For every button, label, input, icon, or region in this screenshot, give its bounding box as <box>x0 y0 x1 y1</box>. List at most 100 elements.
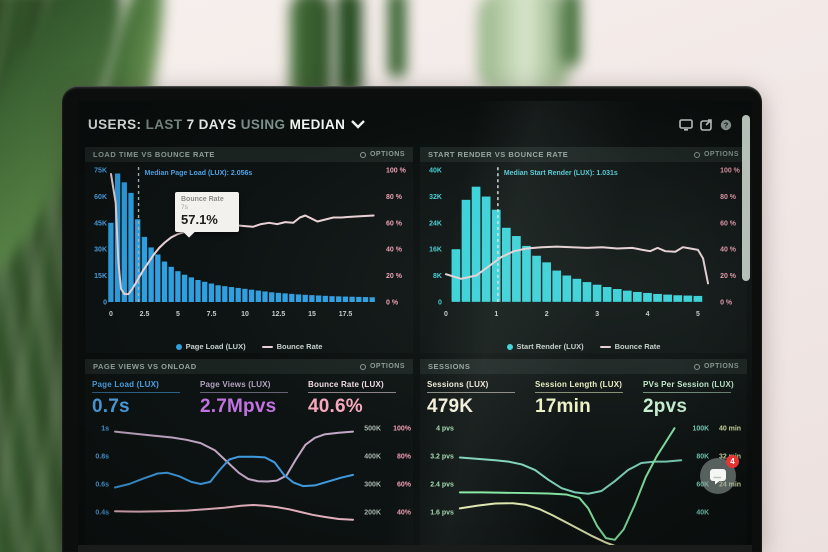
panel-title: SESSIONS <box>428 362 471 371</box>
options-button[interactable]: OPTIONS <box>359 363 405 370</box>
metric-session-length: Session Length (LUX) 17min <box>535 380 623 417</box>
svg-text:75K: 75K <box>94 168 107 175</box>
svg-text:40 %: 40 % <box>386 247 403 254</box>
svg-text:16K: 16K <box>429 247 442 254</box>
page-views-chart[interactable]: 1s 500K 100% 0.8s 400K 80% 0.6s 300K 60% 0.4s 200K… <box>85 416 413 545</box>
panel-load-time: LOAD TIME VS BOUNCE RATE OPTIONS 75K 100 … <box>85 147 413 353</box>
svg-text:17.5: 17.5 <box>339 311 353 318</box>
share-icon[interactable] <box>700 119 713 131</box>
svg-text:3.2 pvs: 3.2 pvs <box>430 454 454 461</box>
svg-text:30K: 30K <box>94 247 107 254</box>
chat-button[interactable]: 4 <box>700 455 739 494</box>
svg-text:2.5: 2.5 <box>140 311 150 318</box>
legend-line-icon <box>261 345 273 348</box>
laptop-bottom-edge <box>78 545 752 552</box>
tooltip: Bounce Rate 7s 57.1% <box>175 192 239 232</box>
svg-text:60%: 60% <box>397 482 412 489</box>
header-median: MEDIAN <box>289 117 346 132</box>
start-render-chart[interactable]: 40K 100 % 32K 80 % 24K 60 % 16K 40 % 8K 20 % 0 0 % M… <box>420 162 747 331</box>
svg-text:0.6s: 0.6s <box>95 482 109 489</box>
svg-text:40%: 40% <box>397 510 412 517</box>
plant-leaf <box>388 0 406 78</box>
svg-text:15: 15 <box>308 311 316 318</box>
svg-text:0 %: 0 % <box>720 299 733 306</box>
panel-title: START RENDER VS BOUNCE RATE <box>428 150 569 159</box>
svg-text:300K: 300K <box>364 482 381 489</box>
options-button[interactable]: OPTIONS <box>693 151 739 158</box>
svg-text:100%: 100% <box>393 426 412 433</box>
svg-text:500K: 500K <box>364 426 381 433</box>
svg-text:4: 4 <box>646 311 650 318</box>
svg-text:15K: 15K <box>94 273 107 280</box>
svg-text:2: 2 <box>545 311 549 318</box>
plant-leaf <box>336 0 362 98</box>
laptop-bezel: USERS: LAST 7 DAYS USING MEDIAN <box>62 86 762 552</box>
svg-text:200K: 200K <box>364 510 381 517</box>
svg-text:40K: 40K <box>429 168 442 175</box>
header-users: USERS: <box>88 117 142 132</box>
svg-text:10: 10 <box>241 311 249 318</box>
options-button[interactable]: OPTIONS <box>359 151 405 158</box>
gear-icon <box>359 151 366 158</box>
gear-icon <box>693 151 700 158</box>
svg-text:100 %: 100 % <box>720 168 741 175</box>
svg-text:0.8s: 0.8s <box>95 454 109 461</box>
chat-icon <box>710 468 726 484</box>
svg-text:5: 5 <box>696 311 700 318</box>
svg-text:4 pvs: 4 pvs <box>436 426 454 433</box>
svg-text:400K: 400K <box>364 454 381 461</box>
panel-title: LOAD TIME VS BOUNCE RATE <box>93 150 215 159</box>
options-button[interactable]: OPTIONS <box>693 363 739 370</box>
display-icon[interactable] <box>679 119 693 131</box>
svg-text:60K: 60K <box>94 194 107 201</box>
panel-sessions: SESSIONS OPTIONS Sessions (LUX) 479K <box>420 359 747 545</box>
gear-icon <box>359 363 366 370</box>
svg-text:40 %: 40 % <box>720 247 737 254</box>
header-last: LAST <box>145 117 183 132</box>
svg-text:0: 0 <box>103 300 107 307</box>
svg-text:80K: 80K <box>696 454 709 461</box>
svg-text:0 %: 0 % <box>386 300 399 307</box>
svg-text:20 %: 20 % <box>720 273 737 280</box>
metric-pvs-per-session: PVs Per Session (LUX) 2pvs <box>643 380 734 417</box>
svg-text:24K: 24K <box>429 220 442 227</box>
svg-text:80 %: 80 % <box>720 194 737 201</box>
load-time-chart[interactable]: 75K 100 % 60K 80 % 45K 60 % 30K 40 % 15K 20 % 0 0 %… <box>85 162 413 331</box>
header-using: USING <box>240 117 286 132</box>
legend: Page Load (LUX) Bounce Rate <box>85 342 413 351</box>
chevron-down-icon[interactable] <box>351 120 366 129</box>
metric-bounce-rate: Bounce Rate (LUX) 40.6% <box>308 380 408 418</box>
metric-page-load: Page Load (LUX) 0.7s <box>92 380 192 418</box>
svg-text:60 %: 60 % <box>720 220 737 227</box>
metric-page-views: Page Views (LUX) 2.7Mpvs <box>200 380 300 418</box>
svg-text:0.4s: 0.4s <box>95 510 109 517</box>
svg-text:80%: 80% <box>397 454 412 461</box>
gear-icon <box>693 363 700 370</box>
svg-text:0: 0 <box>438 299 442 306</box>
svg-text:8K: 8K <box>433 273 442 280</box>
svg-text:60 %: 60 % <box>386 220 403 227</box>
svg-text:Median Page Load (LUX): 2.056s: Median Page Load (LUX): 2.056s <box>145 170 253 177</box>
panel-page-views: PAGE VIEWS VS ONLOAD OPTIONS Page Load (… <box>85 359 413 545</box>
users-range-dropdown[interactable]: USERS: LAST 7 DAYS USING MEDIAN <box>88 117 366 132</box>
dashboard-screen: USERS: LAST 7 DAYS USING MEDIAN <box>78 101 752 545</box>
svg-text:100 %: 100 % <box>386 168 407 175</box>
svg-text:40K: 40K <box>696 509 709 516</box>
help-icon[interactable]: ? <box>720 119 732 131</box>
svg-text:1: 1 <box>494 311 498 318</box>
svg-text:45K: 45K <box>94 220 107 227</box>
svg-text:20 %: 20 % <box>386 273 403 280</box>
svg-text:12.5: 12.5 <box>272 311 286 318</box>
metric-sessions: Sessions (LUX) 479K <box>427 380 527 418</box>
panel-start-render: START RENDER VS BOUNCE RATE OPTIONS 40K 1… <box>420 147 747 353</box>
svg-text:40 min: 40 min <box>719 426 741 433</box>
notification-badge: 4 <box>726 455 739 468</box>
svg-text:3: 3 <box>595 311 599 318</box>
plant-leaf <box>562 0 580 66</box>
panel-title: PAGE VIEWS VS ONLOAD <box>93 362 197 371</box>
plant-leaf <box>478 0 570 96</box>
scrollbar[interactable] <box>742 115 750 281</box>
legend-dot-icon <box>506 343 513 350</box>
